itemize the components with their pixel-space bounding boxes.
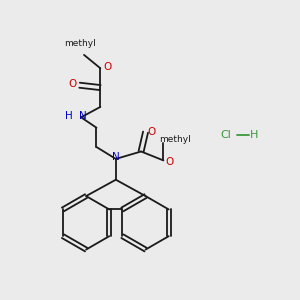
Text: O: O bbox=[166, 157, 174, 167]
Text: Cl: Cl bbox=[220, 130, 231, 140]
Text: N: N bbox=[112, 152, 120, 162]
Text: O: O bbox=[147, 127, 156, 137]
Text: N: N bbox=[79, 111, 86, 121]
Text: H: H bbox=[250, 130, 258, 140]
Text: methyl: methyl bbox=[159, 135, 190, 144]
Text: H: H bbox=[65, 111, 73, 121]
Text: O: O bbox=[104, 62, 112, 72]
Text: O: O bbox=[68, 79, 76, 89]
Text: methyl: methyl bbox=[64, 39, 96, 48]
